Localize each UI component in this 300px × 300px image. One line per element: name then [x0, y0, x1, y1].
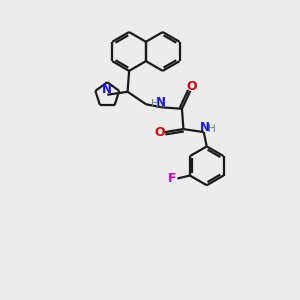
Text: N: N [102, 83, 112, 97]
Text: H: H [151, 99, 159, 109]
Text: O: O [186, 80, 197, 93]
Text: N: N [200, 121, 210, 134]
Text: N: N [155, 96, 166, 109]
Text: H: H [208, 124, 216, 134]
Text: O: O [154, 126, 165, 139]
Text: F: F [168, 172, 177, 185]
